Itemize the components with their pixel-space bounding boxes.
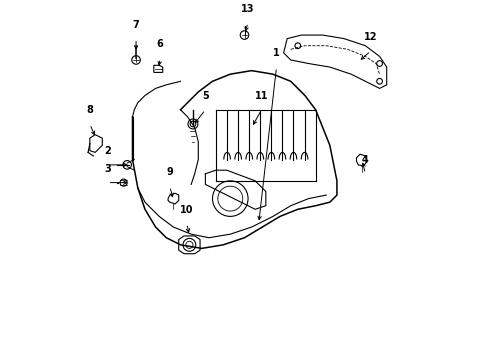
Text: 1: 1 [273, 48, 279, 58]
Text: 2: 2 [104, 146, 111, 156]
Text: 11: 11 [254, 91, 268, 101]
Text: 3: 3 [104, 164, 111, 174]
Text: 10: 10 [180, 204, 193, 215]
Text: 6: 6 [157, 39, 163, 49]
Text: 8: 8 [86, 105, 93, 115]
Text: 13: 13 [241, 4, 254, 14]
Text: 7: 7 [132, 20, 139, 30]
Text: 5: 5 [202, 91, 208, 101]
Text: 12: 12 [363, 32, 377, 42]
Text: 9: 9 [166, 167, 173, 177]
Text: 4: 4 [361, 155, 368, 165]
